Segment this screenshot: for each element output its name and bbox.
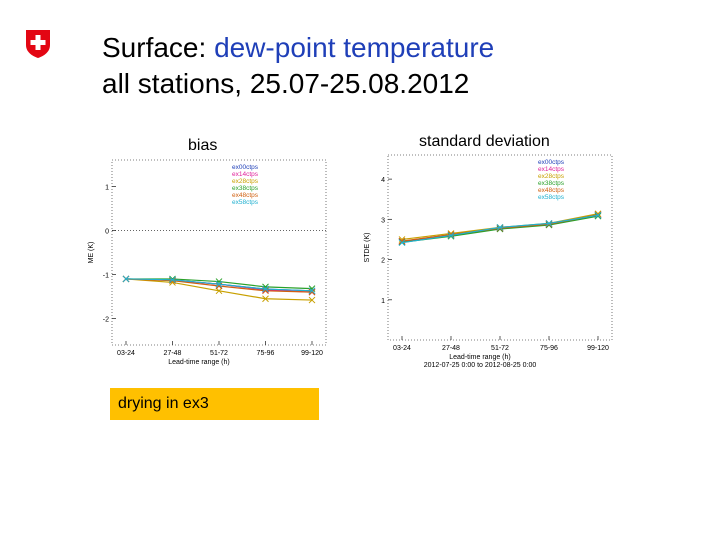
data-point-ex58ctps [122, 275, 130, 283]
data-point-ex48ctps [447, 231, 455, 238]
data-point-ex48ctps [169, 277, 176, 285]
title-line-2: all stations, 25.07-25.08.2012 [102, 68, 470, 99]
x-tick-label: 27-48 [442, 345, 460, 352]
title-prefix: Surface: [102, 32, 215, 63]
x-axis-label: Lead-time range (h) [168, 359, 229, 366]
data-point-ex58ctps [594, 211, 602, 219]
data-point-ex58ctps [496, 224, 504, 231]
legend-entry-ex58ctps: ex58ctps [538, 194, 565, 201]
title-highlight: dew-point temperature [214, 32, 495, 63]
legend-entry-ex38ctps: ex38ctps [538, 180, 565, 187]
x-tick-label: 27-48 [164, 350, 182, 357]
swiss-cross-logo [26, 30, 50, 58]
data-point-ex28ctps [262, 295, 269, 303]
x-tick-label: 99-120 [587, 345, 609, 352]
y-axis-label: ME (K) [88, 242, 95, 264]
data-point-ex58ctps [545, 220, 553, 227]
data-point-ex58ctps [308, 287, 316, 295]
legend-entry-ex38ctps: ex38ctps [232, 185, 259, 192]
legend-entry-ex58ctps: ex58ctps [232, 199, 259, 206]
data-point-ex48ctps [308, 288, 316, 296]
y-tick-label: -2 [103, 317, 109, 324]
y-tick-label: 1 [105, 184, 109, 191]
legend-entry-ex48ctps: ex48ctps [538, 187, 565, 194]
y-tick-label: 4 [381, 177, 385, 184]
x-tick-label: 03-24 [117, 350, 135, 357]
y-tick-label: 0 [105, 228, 109, 235]
data-point-ex58ctps [215, 280, 223, 288]
data-point-ex14ctps [262, 286, 269, 294]
legend-entry-ex28ctps: ex28ctps [232, 178, 259, 185]
legend-entry-ex28ctps: ex28ctps [538, 173, 565, 180]
data-point-ex48ctps [398, 237, 406, 245]
plot-frame [111, 159, 327, 346]
cross-horizontal [30, 40, 46, 45]
y-tick-label: 3 [381, 217, 385, 224]
x-tick-label: 99-120 [301, 350, 323, 357]
legend-entry-ex00ctps: ex00ctps [232, 164, 259, 171]
bias-panel-label: bias [188, 137, 218, 154]
data-point-ex38ctps [594, 212, 602, 220]
x-tick-label: 51-72 [491, 345, 509, 352]
y-axis-label: STDE (K) [364, 233, 371, 263]
series-line-ex28ctps [401, 213, 599, 241]
y-tick-label: 1 [381, 298, 385, 305]
stdev-panel-label: standard deviation [419, 133, 550, 150]
period-label: 2012-07-25 0:00 to 2012-08-25 0:00 [424, 362, 537, 369]
data-point-ex48ctps [496, 224, 504, 232]
drying-note: drying in ex3 [110, 388, 319, 420]
data-point-ex58ctps [262, 285, 269, 293]
data-point-ex28ctps [308, 296, 316, 304]
x-tick-label: 75-96 [540, 345, 558, 352]
x-tick-label: 03-24 [393, 345, 411, 352]
x-axis-label: Lead-time range (h) [449, 354, 510, 361]
y-tick-label: 2 [381, 258, 385, 265]
bias-chart: -2 -1 0 1 03-24 27-48 51-72 75-96 99-120 Lead-tim… [82, 155, 328, 370]
x-tick-label: 75-96 [257, 350, 275, 357]
plot-frame [387, 154, 613, 341]
data-point-ex58ctps [169, 276, 176, 284]
x-tick-label: 51-72 [210, 350, 228, 357]
legend-entry-ex00ctps: ex00ctps [538, 159, 565, 166]
slide-title: Surface: dew-point temperature all stati… [102, 30, 494, 102]
data-point-ex28ctps [215, 287, 223, 295]
legend-entry-ex14ctps: ex14ctps [538, 166, 565, 173]
y-tick-label: -1 [103, 273, 109, 280]
title-line-1: Surface: dew-point temperature [102, 30, 494, 66]
data-point-ex58ctps [398, 239, 406, 247]
stdev-chart: 1 2 3 4 03-24 27-48 51-72 75-96 99-120 Lead-time … [358, 150, 616, 372]
data-point-ex48ctps [545, 220, 553, 228]
data-point-ex58ctps [447, 232, 455, 239]
legend-entry-ex14ctps: ex14ctps [232, 171, 259, 178]
legend-entry-ex48ctps: ex48ctps [232, 192, 259, 199]
